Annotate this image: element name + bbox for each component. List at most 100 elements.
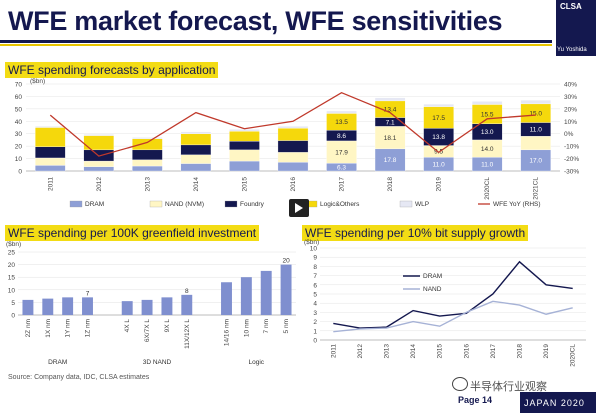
bar-logic-others bbox=[277, 127, 309, 141]
bar-nand-nvm- bbox=[35, 157, 66, 166]
y-tick-label: 30 bbox=[15, 131, 23, 138]
bar-foundry bbox=[35, 146, 66, 159]
y-axis-label: ($bn) bbox=[6, 241, 21, 248]
bar-wlp bbox=[229, 129, 260, 132]
legend-swatch bbox=[224, 200, 238, 208]
y-tick-label: 5 bbox=[313, 292, 317, 299]
y-tick-label: 20 bbox=[8, 262, 16, 269]
bar-foundry bbox=[277, 140, 309, 153]
y-tick-label: 6 bbox=[313, 282, 317, 289]
chart1-svg: 0 10 20 30 40 50 60 70 -30% -20% -10% 0% 10% 20% 30% 40… bbox=[15, 78, 580, 208]
bar-dram bbox=[35, 165, 66, 172]
y-tick-label: 70 bbox=[15, 82, 23, 89]
bar-foundry bbox=[132, 149, 163, 160]
bar-data-label: 11.0 bbox=[530, 127, 543, 134]
bar-data-label: 11.0 bbox=[433, 161, 446, 168]
bar-data-label: 7 bbox=[86, 290, 90, 297]
x-tick-label: 2020CL bbox=[570, 344, 577, 367]
bar-foundry bbox=[229, 141, 260, 151]
y-tick-label: 3 bbox=[313, 310, 317, 317]
legend-swatch bbox=[149, 200, 163, 208]
y-tick-label: 8 bbox=[313, 264, 317, 271]
y-tick-label: 60 bbox=[15, 94, 23, 101]
y-tick-label: 4 bbox=[313, 301, 317, 308]
title-accent-rule bbox=[0, 44, 552, 46]
legend-label: Logic&Others bbox=[320, 201, 360, 208]
bar-data-label: 17.5 bbox=[432, 115, 445, 122]
x-tick-label: 6X/7X L bbox=[144, 319, 151, 343]
y2-tick-label: -20% bbox=[564, 156, 579, 163]
bar-dram bbox=[132, 165, 163, 172]
bar-data-label: 20 bbox=[282, 258, 290, 265]
x-tick-label: 2013 bbox=[144, 177, 151, 192]
bar-wlp bbox=[423, 103, 454, 107]
legend-label: DRAM bbox=[85, 201, 104, 208]
bar-nand-nvm- bbox=[83, 160, 115, 167]
y-tick-label: 10 bbox=[8, 287, 16, 294]
x-tick-label: 2017 bbox=[339, 177, 346, 192]
bar-nand-nvm- bbox=[277, 152, 309, 163]
x-tick-label: 2014 bbox=[193, 177, 200, 192]
group-label: 3D NAND bbox=[143, 359, 172, 366]
bar-wlp bbox=[35, 126, 66, 128]
bar-data-label: 13.4 bbox=[384, 107, 397, 114]
y2-tick-label: 0% bbox=[564, 131, 574, 138]
y2-tick-label: 30% bbox=[564, 94, 577, 101]
y-tick-label: 0 bbox=[11, 313, 15, 320]
y-tick-label: 10 bbox=[310, 246, 318, 253]
bar-data-label: 8.6 bbox=[337, 133, 346, 140]
watermark-icon bbox=[452, 377, 468, 391]
bar-nand-nvm- bbox=[180, 154, 212, 164]
legend-label: DRAM bbox=[423, 273, 442, 280]
y2-tick-label: 20% bbox=[564, 106, 577, 113]
x-tick-label: 2017 bbox=[490, 344, 497, 359]
bar-nand-nvm- bbox=[520, 136, 551, 151]
bar-dram bbox=[229, 160, 260, 172]
x-tick-label: 2012 bbox=[96, 177, 103, 192]
y-tick-label: 0 bbox=[18, 169, 22, 176]
play-button[interactable] bbox=[289, 199, 309, 217]
x-tick-label: 2013 bbox=[384, 344, 391, 359]
bar-dram bbox=[180, 163, 212, 172]
x-tick-label: 1X nm bbox=[45, 319, 52, 338]
bar bbox=[221, 282, 232, 315]
bar-wlp bbox=[132, 137, 163, 139]
y-tick-label: 2 bbox=[313, 319, 317, 326]
chart2-title: WFE spending per 100K greenfield investm… bbox=[5, 225, 260, 241]
x-tick-label: 14/16 nm bbox=[224, 319, 231, 346]
x-tick-label: 5 nm bbox=[283, 319, 290, 333]
bar-data-label: 7.1 bbox=[386, 119, 395, 126]
legend-label: NAND (NVM) bbox=[165, 201, 204, 208]
bar-logic-others bbox=[35, 127, 66, 147]
y-tick-label: 50 bbox=[15, 106, 23, 113]
bar-data-label: 13.8 bbox=[432, 134, 445, 141]
x-tick-label: 9X L bbox=[164, 319, 171, 333]
y-tick-label: 10 bbox=[15, 156, 23, 163]
bar-wlp bbox=[326, 110, 357, 114]
x-tick-label: 2011 bbox=[47, 177, 54, 191]
slide-title: WFE market forecast, WFE sensitivities bbox=[8, 6, 503, 36]
bar-wlp bbox=[180, 131, 212, 134]
x-tick-label: 1Y nm bbox=[65, 319, 72, 338]
bar-wlp bbox=[471, 101, 503, 105]
bar-data-label: 17.9 bbox=[335, 149, 348, 156]
bar bbox=[22, 299, 34, 315]
bar-data-label: 18.1 bbox=[384, 135, 397, 142]
y2-tick-label: -10% bbox=[564, 144, 579, 151]
y-tick-label: 9 bbox=[313, 255, 317, 262]
bar-data-label: 6.3 bbox=[337, 164, 346, 171]
bar bbox=[161, 297, 173, 315]
y2-tick-label: -30% bbox=[564, 169, 579, 176]
x-tick-label: 10 nm bbox=[243, 319, 250, 337]
bar-data-label: 8 bbox=[185, 288, 189, 295]
x-tick-label: 2019 bbox=[436, 177, 443, 192]
group-label: DRAM bbox=[48, 359, 67, 366]
title-rule bbox=[0, 40, 552, 43]
bar bbox=[141, 299, 153, 315]
x-tick-label: 2015 bbox=[437, 344, 444, 359]
chart2-svg: 0 5 10 15 20 25 ($bn) 2Z nm 1X nm 1Y nm 7 1Z nm 4X L… bbox=[6, 241, 296, 366]
x-tick-label: 2Z nm bbox=[25, 319, 32, 337]
x-tick-label: 4X L bbox=[124, 319, 131, 333]
bar-wlp bbox=[277, 126, 309, 129]
chart1-title: WFE spending forecasts by application bbox=[5, 62, 219, 78]
